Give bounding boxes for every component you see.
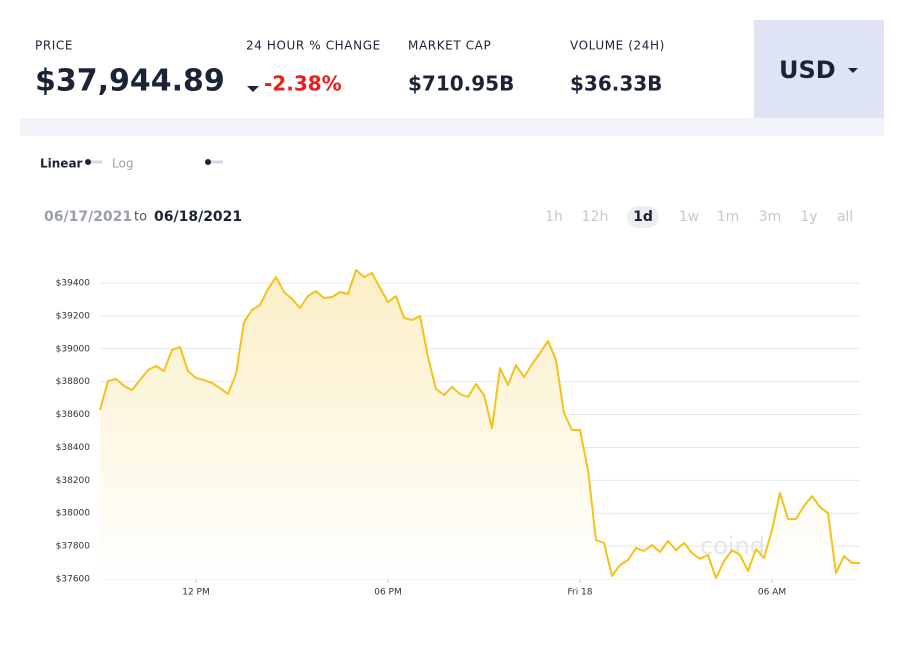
change: -2.38% (264, 72, 342, 96)
timeframe-option[interactable]: 12h (582, 209, 609, 225)
x-tick-label: 06 AM (758, 588, 786, 598)
timeframe-option[interactable]: 1d (633, 209, 653, 225)
change-label: 24 HOUR % CHANGE (246, 39, 381, 53)
y-tick-label: $38400 (56, 443, 91, 453)
market-cap: $710.95B (408, 72, 514, 96)
timeframe-option[interactable]: 1m (717, 209, 740, 225)
y-tick-label: $38200 (56, 476, 91, 486)
linear-option[interactable]: Linear (40, 157, 83, 171)
date-to[interactable]: 06/18/2021 (154, 209, 242, 225)
y-tick-label: $39000 (56, 344, 91, 354)
price-line (99, 269, 860, 579)
y-tick-label: $37600 (56, 575, 91, 585)
price: $37,944.89 (35, 64, 225, 99)
timeframe-option[interactable]: all (837, 209, 853, 225)
market-cap-label: MARKET CAP (408, 39, 491, 53)
y-tick-label: $38000 (56, 509, 91, 519)
toggle-knob[interactable] (85, 159, 91, 165)
x-tick-label: Fri 18 (567, 588, 592, 598)
volume: $36.33B (570, 72, 662, 96)
toggle-knob[interactable] (205, 159, 211, 165)
date-from[interactable]: 06/17/2021 (44, 209, 132, 225)
x-tick-label: 06 PM (374, 588, 402, 598)
separator-band (20, 118, 884, 136)
y-tick-label: $38800 (56, 377, 91, 387)
price-area (100, 270, 860, 579)
y-tick-label: $39400 (56, 279, 91, 289)
dropdown-caret (848, 68, 858, 73)
x-tick-label: 12 PM (182, 588, 210, 598)
date-to-label: to (134, 210, 147, 225)
timeframe-option[interactable]: 1y (800, 209, 817, 225)
y-tick-label: $39200 (56, 311, 91, 321)
timeframe-option[interactable]: 1w (679, 209, 699, 225)
timeframe-option[interactable]: 1h (545, 209, 563, 225)
y-tick-label: $38600 (56, 410, 91, 420)
volume-label: VOLUME (24H) (570, 39, 665, 53)
currency-selector[interactable] (754, 20, 884, 118)
timeframe-selected-bg[interactable] (627, 206, 659, 228)
currency[interactable]: USD (779, 56, 836, 84)
price-label: PRICE (35, 39, 73, 53)
timeframe-option[interactable]: 3m (759, 209, 782, 225)
log-option[interactable]: Log (112, 157, 133, 171)
y-tick-label: $37800 (56, 542, 91, 552)
down-arrow (247, 86, 259, 92)
